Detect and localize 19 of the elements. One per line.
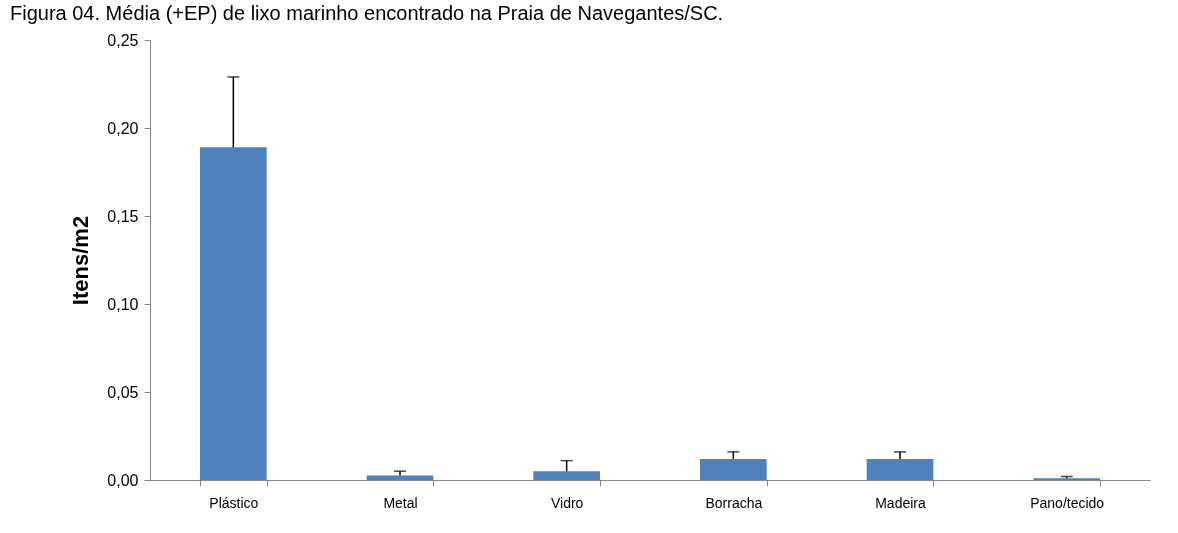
x-tick-label: Plástico (209, 494, 259, 511)
x-tick-label: Vidro (550, 494, 584, 511)
y-tick-label: 0,20 (107, 119, 139, 137)
y-tick-label: 0,15 (107, 207, 139, 225)
y-tick-label: 0,10 (107, 295, 139, 313)
x-tick-label: Borracha (705, 494, 763, 511)
y-axis-title: Itens/m2 (68, 215, 94, 306)
x-tick-label: Pano/tecido (1030, 494, 1105, 511)
y-tick-label: 0,00 (107, 471, 139, 489)
bar (866, 458, 934, 480)
y-tick-label: 0,05 (107, 383, 139, 401)
x-tick-label: Metal (383, 494, 418, 511)
chart-title: Figura 04. Média (+EP) de lixo marinho encontrado na Praia de Navegantes/SC. (10, 2, 724, 24)
x-tick-label: Madeira (875, 494, 926, 511)
y-tick-label: 0,25 (107, 31, 139, 49)
bar (533, 471, 600, 480)
bar (366, 475, 434, 480)
bar (200, 147, 267, 480)
bar (700, 458, 767, 480)
